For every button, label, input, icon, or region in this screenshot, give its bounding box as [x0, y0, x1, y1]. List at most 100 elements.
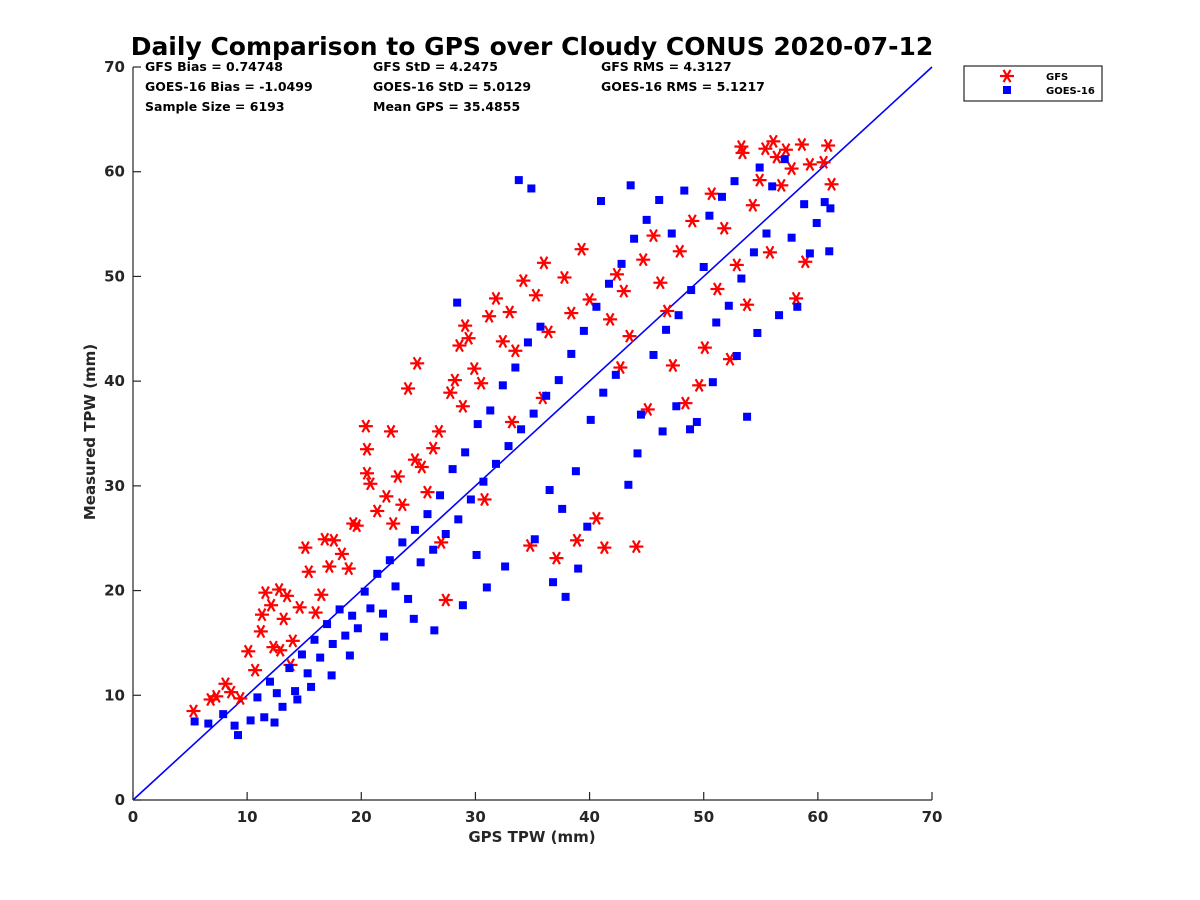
goes16-point — [297, 650, 306, 659]
gfs-point — [438, 593, 453, 607]
gfs-point — [410, 356, 425, 370]
gfs-point — [426, 441, 441, 455]
gfs-point — [370, 504, 385, 518]
goes16-point — [554, 376, 563, 385]
gfs-point — [407, 453, 422, 467]
goes16-point — [737, 274, 746, 283]
gfs-point — [816, 155, 831, 169]
gfs-point — [334, 547, 349, 561]
stat-label: GFS RMS = 4.3127 — [601, 59, 732, 74]
stat-label: GFS StD = 4.2475 — [373, 59, 498, 74]
legend-goes16-marker — [1003, 86, 1011, 94]
gfs-point — [224, 685, 239, 699]
goes16-point — [441, 530, 450, 539]
plot-area — [132, 66, 933, 801]
gfs-point — [434, 535, 449, 550]
goes16-point — [410, 525, 419, 534]
goes16-point — [571, 467, 580, 476]
goes16-point — [655, 195, 664, 204]
goes16-point — [687, 286, 696, 295]
goes16-point — [686, 425, 695, 434]
gfs-point — [383, 424, 398, 439]
gfs-point — [386, 516, 401, 531]
goes16-point — [780, 155, 789, 164]
gfs-point — [557, 270, 572, 285]
gfs-point — [582, 292, 597, 307]
goes16-point — [579, 326, 588, 335]
goes16-point — [542, 391, 551, 400]
goes16-point — [307, 682, 316, 691]
series-goes-16 — [190, 155, 835, 740]
gfs-point — [346, 516, 361, 531]
gfs-point — [516, 273, 531, 288]
stat-label: Sample Size = 6193 — [145, 99, 285, 114]
goes16-point — [793, 302, 802, 311]
gfs-point — [508, 344, 523, 358]
goes16-point — [662, 325, 671, 334]
goes16-point — [787, 233, 796, 242]
y-tick-label: 30 — [104, 477, 125, 495]
goes16-point — [708, 378, 717, 387]
goes16-point — [316, 653, 325, 662]
goes16-point — [448, 465, 457, 474]
goes16-point — [380, 632, 389, 641]
stat-label: GOES-16 Bias = -1.0499 — [145, 79, 313, 94]
goes16-point — [482, 583, 491, 592]
gfs-point — [752, 173, 767, 187]
goes16-point — [466, 495, 475, 504]
goes16-point — [204, 719, 213, 728]
goes16-point — [527, 184, 536, 193]
gfs-point — [458, 319, 473, 333]
goes16-point — [724, 301, 733, 310]
y-tick-label: 0 — [115, 791, 125, 809]
gfs-point — [298, 541, 313, 555]
y-tick-label: 10 — [104, 686, 125, 704]
gfs-point — [646, 228, 661, 243]
goes16-point — [826, 204, 835, 213]
gfs-point — [461, 331, 476, 345]
goes16-point — [498, 381, 507, 390]
goes16-point — [692, 417, 701, 426]
gfs-point — [541, 325, 556, 339]
gfs-point — [248, 663, 263, 677]
gfs-point — [474, 376, 489, 390]
stat-label: Mean GPS = 35.4855 — [373, 99, 520, 114]
goes16-point — [732, 352, 741, 361]
gfs-point — [735, 146, 750, 160]
goes16-point — [260, 713, 269, 722]
goes16-point — [454, 515, 463, 524]
x-tick-label: 30 — [465, 808, 486, 826]
gfs-point — [504, 415, 519, 429]
goes16-point — [190, 717, 199, 726]
gfs-point — [452, 338, 467, 353]
goes16-point — [404, 594, 413, 603]
gfs-point — [692, 378, 707, 392]
gfs-point — [821, 138, 836, 153]
goes16-point — [630, 234, 639, 243]
goes16-point — [558, 504, 567, 513]
gfs-point — [317, 532, 332, 546]
goes16-point — [674, 311, 683, 320]
goes16-point — [768, 182, 777, 191]
gfs-point — [467, 361, 482, 376]
legend-gfs-marker — [1000, 69, 1014, 83]
goes16-point — [416, 558, 425, 567]
goes16-point — [599, 388, 608, 397]
gfs-point — [570, 533, 585, 547]
gfs-point — [762, 245, 777, 259]
gfs-point — [447, 373, 462, 387]
gfs-point — [273, 643, 288, 657]
goes16-point — [812, 219, 821, 228]
goes16-point — [626, 181, 635, 190]
goes16-point — [479, 477, 488, 486]
goes16-point — [253, 693, 262, 702]
gfs-point — [758, 142, 773, 156]
goes16-point — [667, 229, 676, 238]
gfs-point — [414, 460, 429, 474]
goes16-point — [398, 538, 407, 547]
goes16-point — [409, 614, 418, 623]
goes16-point — [391, 582, 400, 591]
goes16-point — [633, 449, 642, 458]
goes16-point — [583, 522, 592, 531]
